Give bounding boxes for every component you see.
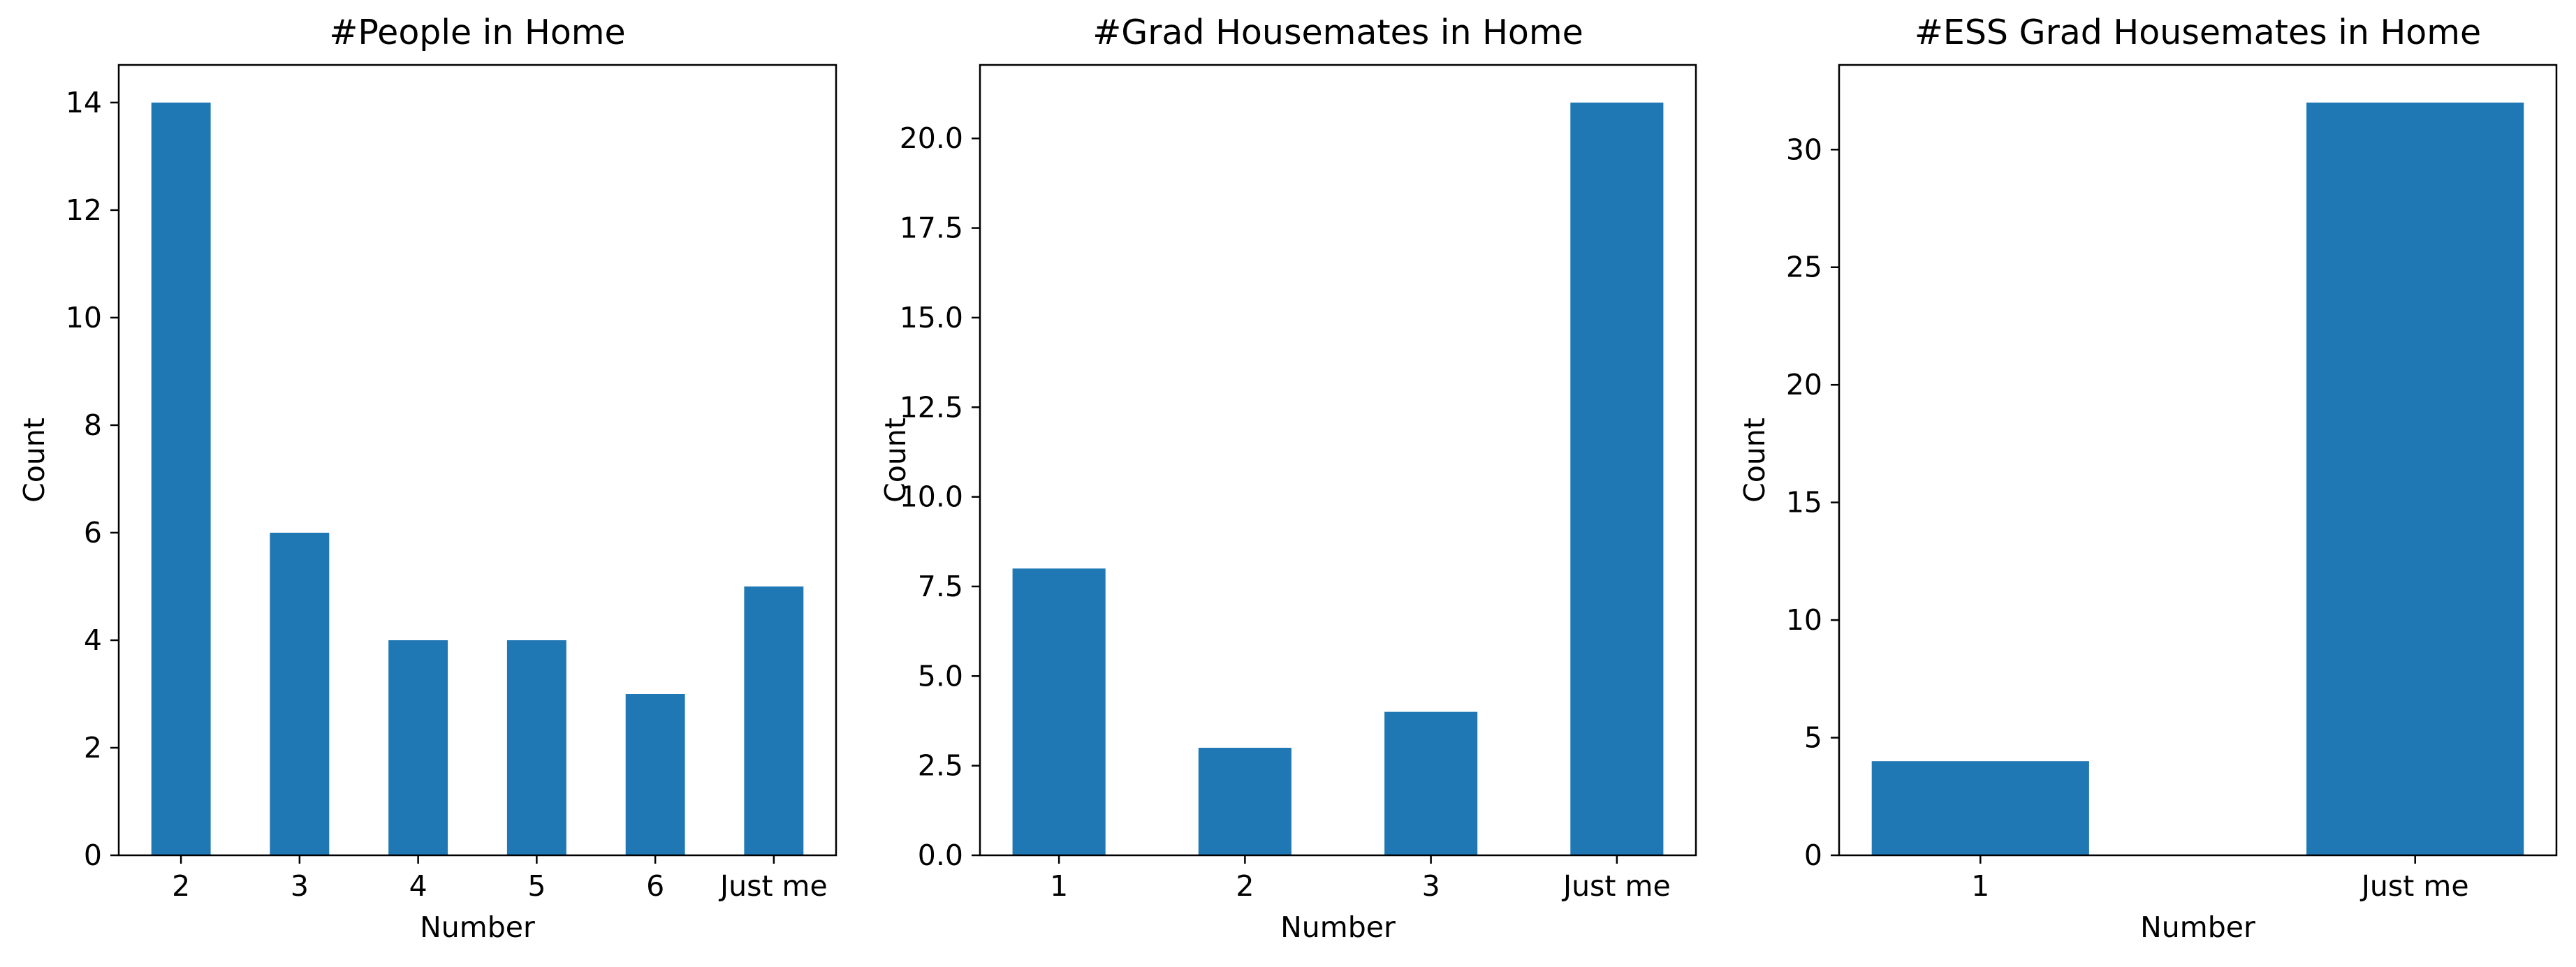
x-tick-label: 5 <box>527 869 546 903</box>
x-tick-label: 1 <box>1050 869 1068 903</box>
x-tick-label: Just me <box>1561 869 1671 903</box>
y-tick-label: 20 <box>1786 368 1822 401</box>
y-tick-label: 2.5 <box>918 749 963 783</box>
chart-panel-2: 1 2 3 Just me 0.0 2.5 5.0 7.5 10.0 12.5 15.0 17.5 20… <box>879 13 1697 944</box>
y-tick-label: 0.0 <box>918 839 963 872</box>
y-tick-label: 10 <box>1786 603 1822 637</box>
chart-panel-1: 2 3 4 5 6 Just me 0 2 4 6 8 10 12 14 #People in Home Nu… <box>17 13 837 944</box>
bar-just-me <box>1570 102 1664 855</box>
bar-2 <box>1198 748 1291 855</box>
y-axis-label: Count <box>1738 418 1771 503</box>
chart-title: #People in Home <box>329 13 625 52</box>
y-axis-label: Count <box>17 418 51 503</box>
chart-title: #ESS Grad Housemates in Home <box>1915 13 2481 52</box>
y-tick-label: 2 <box>84 731 102 765</box>
bar-3 <box>270 533 330 855</box>
bar-4 <box>388 640 448 855</box>
y-tick-label: 6 <box>84 516 102 549</box>
y-tick-label: 25 <box>1786 251 1822 284</box>
y-tick-label: 12 <box>66 193 102 227</box>
axes-frame <box>1838 64 2558 857</box>
y-tick-label: 15 <box>1786 486 1822 519</box>
y-tick-label: 0 <box>1804 839 1822 872</box>
y-tick-label: 5.0 <box>918 659 963 693</box>
x-tick-label: 2 <box>1236 869 1254 903</box>
chart-panel-3: 1 Just me 0 5 10 15 20 25 30 #ESS Grad Housemates… <box>1738 13 2558 944</box>
bar-1 <box>1871 761 2089 855</box>
y-tick-label: 4 <box>84 623 102 657</box>
y-tick-label: 12.5 <box>900 390 963 424</box>
y-tick-label: 14 <box>66 86 102 119</box>
axes-frame <box>979 64 1697 857</box>
x-tick-label: 4 <box>409 869 427 903</box>
bar-1 <box>1012 568 1106 855</box>
y-tick-label: 10 <box>66 301 102 334</box>
x-axis-label: Number <box>2140 910 2255 944</box>
x-tick-label: 3 <box>1422 869 1440 903</box>
axes-frame <box>117 64 837 857</box>
bar-3 <box>1384 711 1478 855</box>
y-tick-label: 8 <box>84 408 102 442</box>
x-tick-label: 6 <box>646 869 664 903</box>
x-tick-label: 3 <box>291 869 309 903</box>
bar-2 <box>151 102 211 855</box>
bar-5 <box>506 640 566 855</box>
y-tick-label: 10.0 <box>900 480 963 514</box>
y-axis-label: Count <box>879 418 912 503</box>
y-tick-label: 5 <box>1804 721 1822 755</box>
y-tick-label: 15.0 <box>900 301 963 334</box>
x-tick-label: Just me <box>2359 869 2469 903</box>
x-tick-label: 1 <box>1971 869 1989 903</box>
x-tick-label: Just me <box>718 869 828 903</box>
chart-title: #Grad Housemates in Home <box>1092 13 1583 52</box>
x-axis-label: Number <box>420 910 535 944</box>
y-tick-label: 7.5 <box>918 570 963 603</box>
x-axis-label: Number <box>1280 910 1396 944</box>
bar-just-me <box>2306 102 2524 855</box>
y-tick-label: 0 <box>84 839 102 872</box>
bar-6 <box>625 694 685 855</box>
y-tick-label: 20.0 <box>900 121 963 155</box>
bar-just-me <box>744 586 804 855</box>
y-tick-label: 17.5 <box>900 212 963 245</box>
x-tick-label: 2 <box>172 869 190 903</box>
y-tick-label: 30 <box>1786 133 1822 166</box>
